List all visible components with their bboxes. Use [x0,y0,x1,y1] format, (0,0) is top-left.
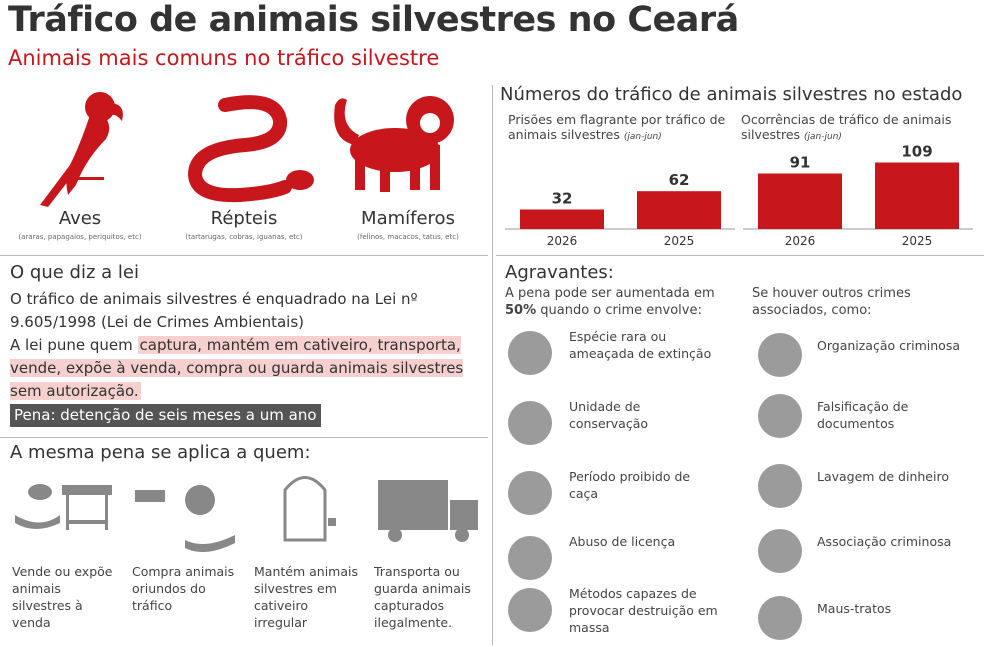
x-tick-label: 2025 [664,234,695,248]
chart-title-text: Ocorrências de tráfico de animais silves… [741,112,952,142]
item-icon [508,331,552,375]
law-lead: A lei pune quem [10,336,133,354]
same-penalty-icons [15,476,478,552]
intro-bold: 50% [505,303,537,318]
penalty-item: Transporta ou guarda animais capturados … [374,564,471,630]
subtitle: Animais mais comuns no tráfico silvestre [8,46,440,70]
x-tick-label: 2026 [785,234,816,248]
data-label: 32 [552,189,573,207]
law-heading: O que diz a lei [10,262,139,283]
chart-period: (jan-jun) [804,132,842,142]
aggravating-item: Métodos capazes de provocar destruição e… [569,586,718,635]
intro-text: A pena pode ser aumentada em [505,286,715,301]
law-paragraph: O tráfico de animais silvestres é enquad… [10,290,418,331]
aggravating-item: Espécie rara ou ameaçada de extinção [569,329,712,361]
aggravating-item: Associação criminosa [817,534,952,549]
divider [496,255,984,256]
animal-note: (araras, papagaios, periquitos, etc) [18,233,142,241]
penalty-item: Mantém animais silvestres em cativeiro i… [254,564,358,630]
bar [758,173,842,229]
penalty-item: Vende ou expõe animais silvestres à vend… [12,564,113,630]
divider [0,437,488,438]
law-text: O tráfico de animais silvestres é enquad… [10,288,480,427]
item-icon [508,471,552,515]
animal-note: (felinos, macacos, tatus, etc) [357,233,459,241]
divider [0,255,488,256]
aggravating-intro: A pena pode ser aumentada em 50% quando … [505,285,730,319]
bar [520,209,604,229]
aggravating-intro: Se houver outros crimes associados, como… [752,286,911,318]
aggravating-item: Organização criminosa [817,338,960,353]
bar [875,162,959,229]
item-icon [758,394,802,438]
aggravating-heading: Agravantes: [505,262,614,283]
snake-icon [187,95,292,203]
aggravating-item: Abuso de licença [569,534,676,549]
monkey-icon [334,96,454,192]
divider [492,85,493,645]
parrot-icon [40,92,123,207]
law-penalty: Pena: detenção de seis meses a um ano [10,404,321,427]
chart-heading: Números do tráfico de animais silvestres… [500,84,963,105]
icon [15,476,478,552]
data-label: 91 [790,153,811,171]
item-icon [508,588,552,632]
chart-title: Ocorrências de tráfico de animais silves… [741,112,961,145]
aggravating-icons [508,331,802,640]
item-icon [758,529,802,573]
aggravating-item: Maus-tratos [817,601,892,616]
data-label: 109 [901,143,932,161]
animal-label: Répteis [210,208,278,229]
aggravating-item: Lavagem de dinheiro [817,469,949,484]
title: Tráfico de animais silvestres no Ceará [8,0,739,40]
chart-title-text: Prisões em flagrante por tráfico de anim… [508,112,726,142]
data-label: 62 [669,171,690,189]
aggravating-item: Falsificação de documentos [817,399,909,431]
animal-label: Mamíferos [361,208,455,229]
chart-period: (jan-jun) [623,132,662,142]
aggravating-item: Unidade de conservação [569,399,649,431]
animal-label: Aves [58,208,102,229]
animal-note: (tartarugas, cobras, iguanas, etc) [185,233,303,241]
item-icon [508,401,552,445]
animal-icons [40,92,454,207]
x-tick-label: 2026 [547,234,578,248]
item-icon [758,596,802,640]
item-icon [508,536,552,580]
same-penalty-heading: A mesma pena se aplica a quem: [10,442,311,463]
aggravating-item: Período proibido de caça [569,469,691,501]
chart-title: Prisões em flagrante por tráfico de anim… [508,112,728,145]
intro-text: quando o crime envolve: [540,303,702,318]
item-icon [758,464,802,508]
charts: 32 2026 62 2025 91 2026 109 2025 [505,143,973,248]
bar [637,191,721,229]
item-icon [758,333,802,377]
x-tick-label: 2025 [902,234,933,248]
penalty-item: Compra animais oriundos do tráfico [132,564,235,613]
